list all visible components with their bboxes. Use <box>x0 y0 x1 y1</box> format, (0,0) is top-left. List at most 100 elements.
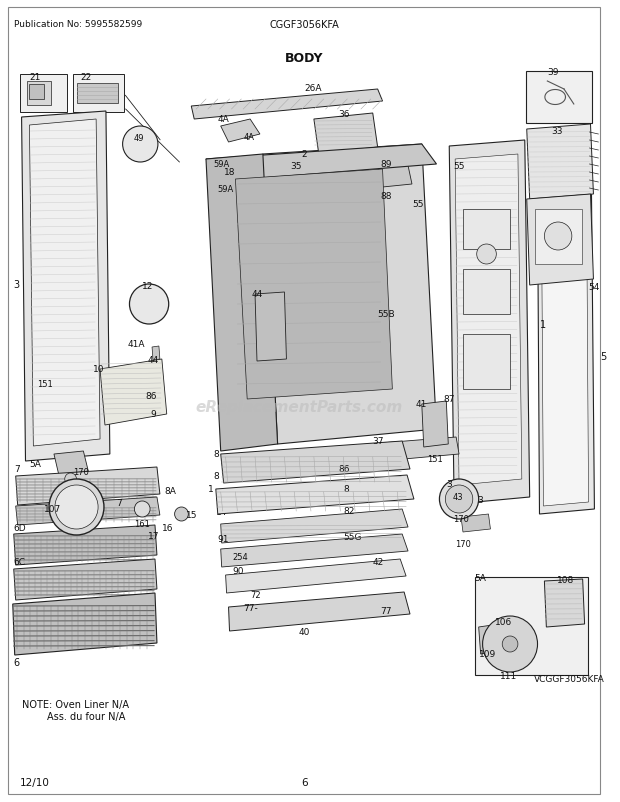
Circle shape <box>502 636 518 652</box>
Text: 10: 10 <box>93 365 105 374</box>
Polygon shape <box>76 84 118 104</box>
Circle shape <box>482 616 538 672</box>
Polygon shape <box>255 293 286 362</box>
Text: Publication No: 5995582599: Publication No: 5995582599 <box>14 20 142 29</box>
Text: 86: 86 <box>145 391 157 400</box>
Polygon shape <box>527 125 593 200</box>
Polygon shape <box>29 119 100 447</box>
Text: 49: 49 <box>134 134 144 143</box>
Text: 91: 91 <box>218 534 229 543</box>
Text: 170: 170 <box>455 539 471 549</box>
Text: 6: 6 <box>14 657 20 667</box>
Circle shape <box>123 127 158 163</box>
Polygon shape <box>152 346 160 361</box>
Text: 6D: 6D <box>14 524 27 533</box>
Bar <box>20 75 67 113</box>
Polygon shape <box>314 114 378 155</box>
Text: 12: 12 <box>143 282 154 290</box>
Text: 55B: 55B <box>378 310 396 318</box>
Circle shape <box>175 508 188 521</box>
Text: 35: 35 <box>290 162 302 171</box>
Text: 37: 37 <box>373 436 384 445</box>
Polygon shape <box>206 155 278 452</box>
Text: 3: 3 <box>477 496 484 504</box>
Text: 6: 6 <box>301 777 308 787</box>
Text: 254: 254 <box>232 553 248 561</box>
Polygon shape <box>455 155 522 485</box>
Polygon shape <box>100 359 167 426</box>
Text: 1: 1 <box>208 484 214 493</box>
Circle shape <box>440 480 479 520</box>
Text: 8: 8 <box>343 484 349 493</box>
Text: 77-: 77- <box>243 603 258 612</box>
Text: 55G: 55G <box>343 533 362 541</box>
Text: 33: 33 <box>551 127 563 136</box>
Text: 3: 3 <box>14 280 20 290</box>
Text: 40: 40 <box>298 627 310 636</box>
Polygon shape <box>236 170 392 399</box>
Bar <box>534 210 582 265</box>
Text: 87: 87 <box>443 395 455 403</box>
Text: 108: 108 <box>557 575 574 585</box>
Text: 3: 3 <box>446 480 452 488</box>
Text: 14: 14 <box>216 508 227 516</box>
Text: 90: 90 <box>232 566 244 575</box>
Polygon shape <box>221 509 408 543</box>
Polygon shape <box>192 90 383 119</box>
Text: 42: 42 <box>373 557 384 566</box>
Bar <box>475 577 588 675</box>
Bar <box>73 75 123 113</box>
Polygon shape <box>135 135 150 153</box>
Text: Ass. du four N/A: Ass. du four N/A <box>22 711 125 721</box>
Text: 161: 161 <box>135 520 150 529</box>
Polygon shape <box>368 437 459 463</box>
Text: eReplacementParts.com: eReplacementParts.com <box>195 400 403 415</box>
Polygon shape <box>544 579 585 627</box>
Circle shape <box>445 485 473 513</box>
Text: VCGGF3056KFA: VCGGF3056KFA <box>534 674 604 683</box>
Text: 170: 170 <box>453 514 469 524</box>
Bar <box>463 334 510 390</box>
Text: 151: 151 <box>37 379 53 388</box>
Text: 17: 17 <box>148 532 159 541</box>
Polygon shape <box>27 82 51 106</box>
Text: 170: 170 <box>74 468 89 476</box>
Polygon shape <box>538 194 595 514</box>
Text: 22: 22 <box>81 73 92 82</box>
Polygon shape <box>16 497 160 525</box>
Text: 5: 5 <box>600 351 606 362</box>
Text: 7: 7 <box>116 498 122 508</box>
Circle shape <box>477 245 497 265</box>
Text: 43: 43 <box>453 493 463 502</box>
Polygon shape <box>297 158 348 203</box>
Text: 8: 8 <box>214 449 219 459</box>
Text: CGGF3056KFA: CGGF3056KFA <box>269 20 339 30</box>
Text: 72: 72 <box>250 590 261 599</box>
Text: 7: 7 <box>14 464 19 473</box>
Polygon shape <box>13 593 157 655</box>
Bar <box>526 72 593 124</box>
Polygon shape <box>221 441 410 484</box>
Text: 55: 55 <box>453 162 464 171</box>
Polygon shape <box>16 468 160 505</box>
Polygon shape <box>14 525 157 565</box>
Circle shape <box>130 285 169 325</box>
Polygon shape <box>450 141 529 504</box>
Text: 36: 36 <box>339 110 350 119</box>
Polygon shape <box>229 592 410 631</box>
Text: 16: 16 <box>162 524 174 533</box>
Text: 89: 89 <box>381 160 392 168</box>
Bar <box>463 210 510 249</box>
Polygon shape <box>221 534 408 567</box>
Text: 8: 8 <box>214 472 219 480</box>
Text: 111: 111 <box>500 671 516 680</box>
Text: 82: 82 <box>343 506 355 516</box>
Polygon shape <box>29 85 44 100</box>
Polygon shape <box>263 145 436 444</box>
Circle shape <box>64 473 76 485</box>
Text: 151: 151 <box>427 455 443 464</box>
Text: 9: 9 <box>150 410 156 419</box>
Polygon shape <box>22 111 110 461</box>
Text: 41: 41 <box>416 399 427 408</box>
Polygon shape <box>422 402 448 448</box>
